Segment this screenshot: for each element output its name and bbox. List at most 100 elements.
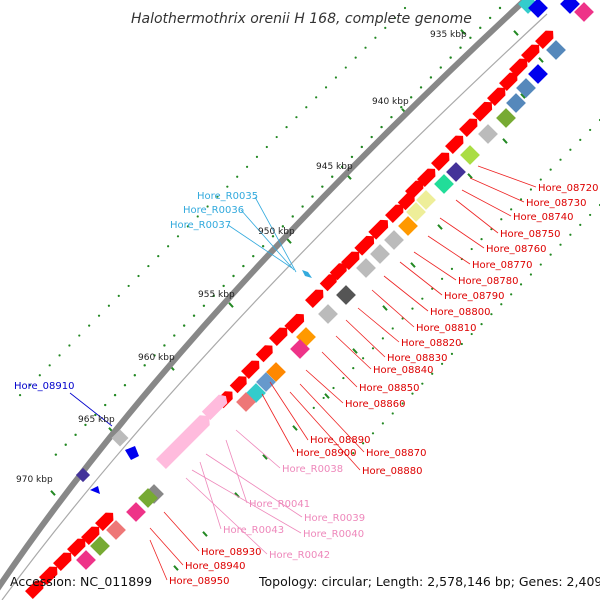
gene-label[interactable]: Hore_08890 (310, 435, 371, 446)
rna-label[interactable]: Hore_R0038 (282, 464, 343, 475)
gene-label[interactable]: Hore_08740 (513, 212, 574, 223)
leader-line (439, 217, 485, 249)
dot (143, 364, 146, 367)
dot (344, 66, 347, 69)
gene-label[interactable]: Hore_08730 (526, 198, 587, 209)
dot (186, 225, 189, 228)
dot (167, 245, 170, 248)
dot (589, 128, 592, 132)
rrna-arrow (156, 415, 210, 469)
leader-line (469, 177, 525, 203)
gene-box (111, 429, 129, 447)
dot (352, 367, 355, 370)
gene-box (336, 285, 356, 305)
gene-label[interactable]: Hore_08770 (472, 260, 533, 271)
gene-label[interactable]: Hore_08830 (387, 353, 448, 364)
rna-label[interactable]: Hore_R0043 (223, 525, 284, 536)
dot (380, 125, 383, 129)
dot (68, 344, 71, 347)
dot (216, 195, 219, 198)
rna-label[interactable]: Hore_R0035 (197, 191, 258, 202)
leader-line (240, 209, 295, 271)
dot (519, 283, 523, 286)
tick-mark (352, 348, 358, 354)
dot (480, 238, 483, 241)
label-leader-lines (69, 165, 537, 581)
rna-label[interactable]: Hore_R0041 (249, 499, 310, 510)
dot (127, 284, 130, 288)
leader-line (225, 439, 248, 504)
gene-label[interactable]: Hore_08820 (401, 338, 462, 349)
gene-arrow (255, 345, 273, 363)
gene-label[interactable]: Hore_08780 (458, 276, 519, 287)
rna-label[interactable]: Hore_R0036 (183, 205, 244, 216)
gene-label[interactable]: Hore_08870 (366, 448, 427, 459)
dot (252, 254, 255, 258)
dot (460, 342, 463, 346)
gene-label[interactable]: Hore_08810 (416, 323, 477, 334)
scale-label: 945 kbp (316, 162, 353, 172)
gene-label[interactable]: Hore_08790 (444, 291, 505, 302)
rna-label[interactable]: Hore_R0037 (170, 220, 231, 231)
dot (589, 213, 592, 217)
gene-arrow-shape (284, 313, 305, 334)
dot (411, 307, 414, 310)
dot (459, 46, 462, 49)
dot (440, 362, 444, 365)
gene-label[interactable]: Hore_08940 (185, 561, 246, 572)
gene-box (406, 202, 426, 222)
dot (236, 175, 239, 178)
leader-line (399, 261, 443, 296)
gene-arrow-shape (499, 72, 518, 91)
rrna-arrow (201, 394, 228, 421)
dot (28, 384, 32, 387)
dot (500, 218, 503, 221)
gene-label[interactable]: Hore_08850 (359, 383, 420, 394)
dot (291, 215, 294, 218)
gene-label[interactable]: Hore_08840 (373, 365, 434, 376)
dot (137, 274, 140, 278)
dot (539, 178, 542, 181)
dot (529, 273, 533, 276)
dot (579, 223, 582, 226)
gene-label[interactable]: Hore_08750 (500, 229, 561, 240)
gene-label[interactable]: Hore_08760 (486, 244, 547, 255)
dot (242, 264, 245, 268)
gene-label[interactable]: Hore_08860 (345, 399, 406, 410)
dot (324, 86, 328, 89)
dot (295, 116, 298, 119)
dot (322, 396, 325, 400)
dot (107, 304, 110, 307)
gene-label[interactable]: Hore_08720 (538, 183, 599, 194)
gene-arrow-shape (305, 289, 324, 308)
rna-label[interactable]: Hore_R0040 (303, 529, 364, 540)
gene-label[interactable]: Hore_08880 (362, 466, 423, 477)
tick-mark (437, 224, 443, 230)
dot (271, 235, 275, 238)
trna-marker (302, 270, 312, 278)
dot (479, 26, 482, 30)
leader-line (69, 392, 113, 427)
gene-box (76, 550, 96, 570)
rna-label[interactable]: Hore_R0042 (269, 550, 330, 561)
gene-arrow (445, 135, 464, 154)
dot (340, 165, 344, 169)
dot (192, 314, 196, 317)
leader-line (321, 351, 358, 388)
dot (381, 422, 384, 425)
gene-label[interactable]: Hore_08910 (14, 381, 75, 392)
rna-label[interactable]: Hore_R0039 (304, 513, 365, 524)
gene-label[interactable]: Hore_08900 (296, 448, 357, 459)
dot (173, 334, 176, 337)
gene-label[interactable]: Hore_08950 (169, 576, 230, 587)
dot (176, 235, 180, 238)
dot (391, 412, 394, 415)
dot (182, 324, 186, 327)
gene-label[interactable]: Hore_08930 (201, 547, 262, 558)
leader-line (461, 189, 512, 217)
leader-line (305, 369, 344, 404)
dot (232, 274, 235, 278)
gene-label[interactable]: Hore_08800 (430, 307, 491, 318)
dot (371, 347, 375, 350)
